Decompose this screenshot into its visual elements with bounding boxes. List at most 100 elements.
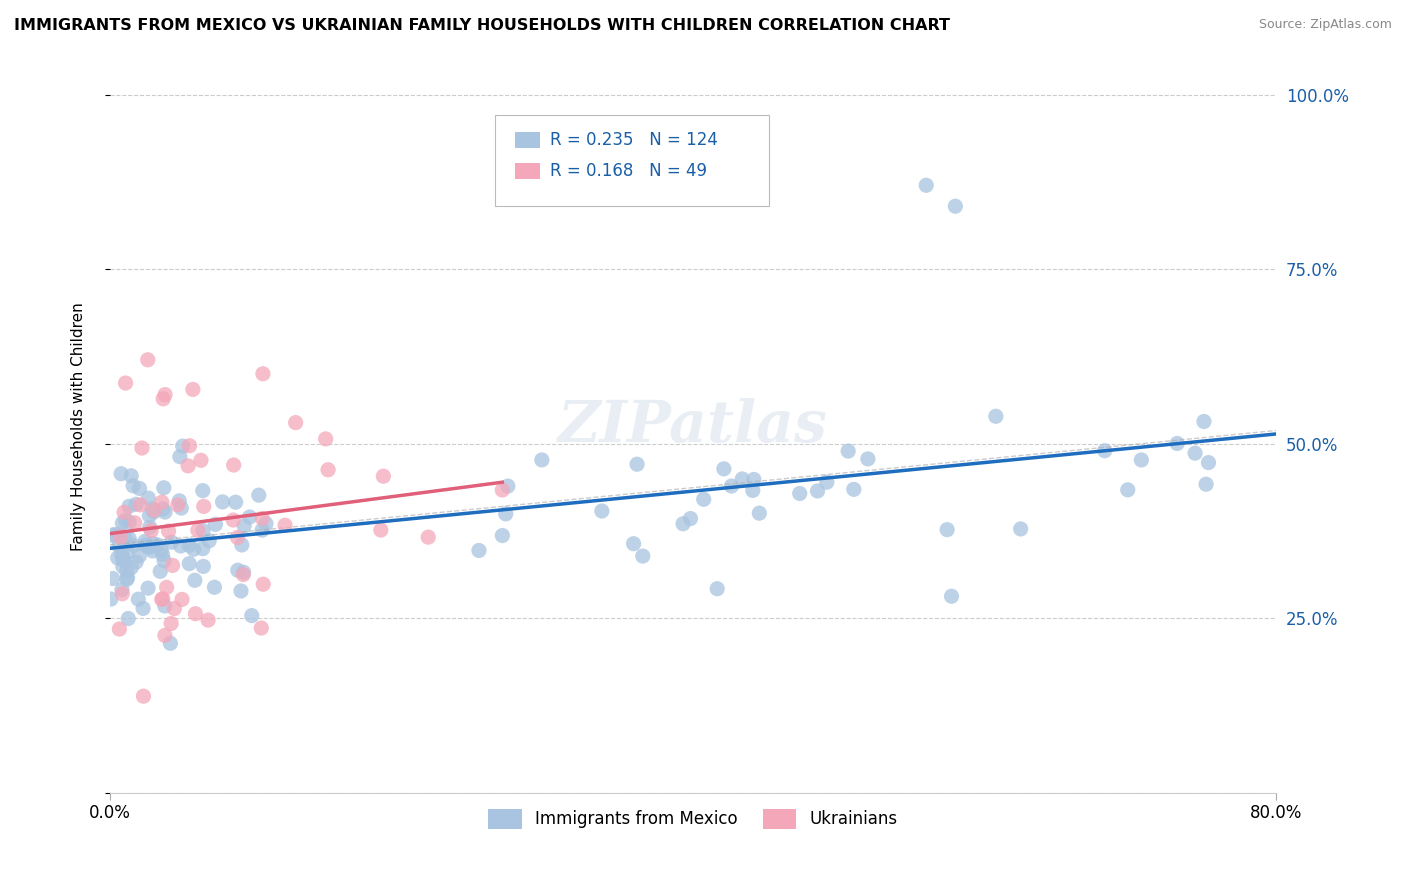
Point — [136, 491, 159, 505]
Point — [1198, 456, 1220, 470]
Point — [741, 483, 763, 498]
Point — [101, 572, 124, 586]
Point — [418, 530, 440, 544]
Point — [115, 564, 138, 578]
Point — [496, 479, 519, 493]
Point — [117, 545, 139, 559]
Point — [122, 479, 145, 493]
Point — [239, 510, 262, 524]
Point — [284, 416, 307, 430]
Point — [250, 621, 273, 635]
Point — [190, 453, 212, 467]
Point — [152, 591, 174, 606]
Point — [139, 520, 162, 534]
Point — [153, 628, 176, 642]
FancyBboxPatch shape — [515, 163, 540, 179]
Point — [153, 481, 176, 495]
Point — [247, 488, 270, 502]
Point — [143, 503, 166, 517]
Point — [748, 506, 770, 520]
Point — [160, 616, 183, 631]
Point — [156, 580, 179, 594]
Point — [111, 551, 134, 566]
Legend: Immigrants from Mexico, Ukrainians: Immigrants from Mexico, Ukrainians — [482, 802, 904, 836]
Point — [837, 444, 859, 458]
Point — [179, 557, 201, 571]
Point — [114, 376, 136, 390]
Point — [163, 601, 186, 615]
Point — [1130, 453, 1153, 467]
Point — [153, 387, 176, 401]
Point — [495, 507, 517, 521]
Point — [153, 505, 176, 519]
Point — [1010, 522, 1032, 536]
Point — [114, 530, 136, 544]
Point — [842, 483, 865, 497]
Point — [815, 475, 838, 490]
Point — [626, 457, 648, 471]
Point — [117, 570, 139, 584]
Point — [623, 537, 645, 551]
Point — [631, 549, 654, 563]
Point — [491, 528, 513, 542]
Point — [103, 527, 125, 541]
Point — [108, 527, 131, 541]
Point — [125, 555, 148, 569]
Point — [211, 495, 233, 509]
Point — [127, 592, 149, 607]
Point — [159, 636, 181, 650]
Point — [103, 529, 125, 543]
Point — [672, 516, 695, 531]
Point — [177, 458, 200, 473]
Point — [132, 690, 155, 704]
Point — [692, 492, 714, 507]
Point — [118, 500, 141, 514]
Point — [141, 524, 163, 538]
Point — [204, 517, 226, 532]
Text: Source: ZipAtlas.com: Source: ZipAtlas.com — [1258, 18, 1392, 31]
Point — [125, 497, 148, 511]
Point — [111, 548, 134, 562]
Point — [941, 589, 963, 603]
Point — [731, 472, 754, 486]
Point — [150, 543, 173, 558]
Point — [152, 392, 174, 406]
Point — [1116, 483, 1139, 497]
Point — [117, 611, 139, 625]
Point — [591, 504, 613, 518]
Point — [136, 581, 159, 595]
Text: IMMIGRANTS FROM MEXICO VS UKRAINIAN FAMILY HOUSEHOLDS WITH CHILDREN CORRELATION : IMMIGRANTS FROM MEXICO VS UKRAINIAN FAMI… — [14, 18, 950, 33]
Point — [138, 541, 160, 555]
Point — [370, 523, 392, 537]
Point — [181, 383, 204, 397]
Point — [191, 483, 214, 498]
Point — [120, 468, 142, 483]
Point — [111, 582, 134, 597]
Point — [232, 567, 254, 582]
Point — [945, 199, 967, 213]
Point — [184, 574, 207, 588]
Point — [225, 495, 247, 509]
Point — [226, 531, 249, 545]
Point — [240, 608, 263, 623]
Point — [122, 538, 145, 552]
Point — [131, 441, 153, 455]
Point — [169, 450, 191, 464]
FancyBboxPatch shape — [495, 114, 769, 206]
Point — [170, 539, 193, 553]
Point — [177, 538, 200, 552]
Point — [141, 501, 163, 516]
Point — [141, 544, 163, 558]
Point — [166, 498, 188, 512]
Point — [143, 505, 166, 519]
Point — [468, 543, 491, 558]
Text: ZIPatlas: ZIPatlas — [558, 398, 828, 454]
Point — [742, 473, 765, 487]
Point — [183, 542, 205, 557]
Point — [233, 519, 256, 533]
Text: R = 0.168   N = 49: R = 0.168 N = 49 — [550, 162, 707, 180]
Point — [128, 549, 150, 563]
Point — [184, 607, 207, 621]
Point — [108, 622, 131, 636]
Point — [789, 486, 811, 500]
